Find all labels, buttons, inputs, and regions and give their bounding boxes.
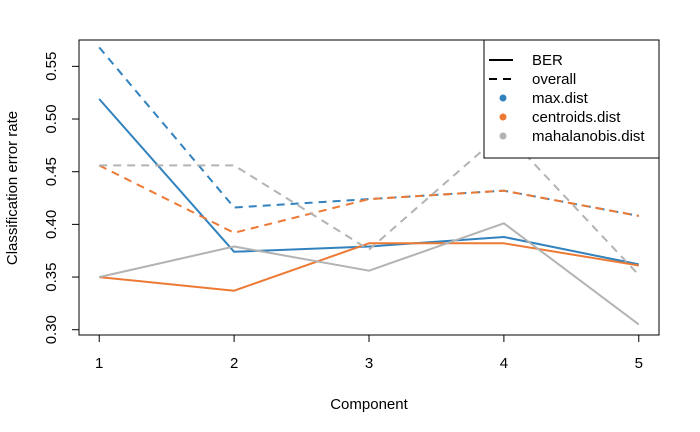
legend: BER overall max.dist centroids.dist mahalano… [483, 39, 660, 159]
x-axis: 1 2 3 4 5 [95, 334, 643, 372]
y-axis-title: Classification error rate [4, 111, 21, 265]
y-axis: 0.30 0.35 0.40 0.45 0.50 0.55 [43, 52, 80, 344]
series-line-max-dist-ber [98, 98, 639, 266]
x-tick-label: 5 [635, 355, 643, 372]
y-tick-label: 0.30 [43, 315, 60, 344]
series-line-max-dist-overall [98, 46, 639, 217]
series-line-centroids-dist-overall [98, 164, 639, 234]
series-line-mahalanobis-dist-overall [99, 130, 640, 276]
x-tick-label: 4 [500, 355, 508, 372]
series-layer [98, 46, 640, 326]
series-line-centroids-dist-ber [99, 242, 639, 292]
y-tick-label: 0.40 [43, 210, 60, 239]
x-axis-title: Component [330, 396, 408, 413]
x-tick-label: 3 [365, 355, 373, 372]
x-tick-label: 1 [95, 355, 103, 372]
legend-label-max-dist: max.dist [532, 90, 589, 107]
legend-key-centroids-dist [499, 113, 507, 121]
x-tick-label: 2 [230, 355, 238, 372]
y-tick-label: 0.35 [43, 262, 60, 291]
legend-label-centroids-dist: centroids.dist [532, 109, 621, 126]
legend-key-max-dist [499, 94, 507, 102]
legend-key-mahalanobis-dist [499, 132, 507, 140]
y-tick-label: 0.55 [43, 52, 60, 81]
legend-label-mahalanobis-dist: mahalanobis.dist [532, 128, 645, 145]
series-line-mahalanobis-dist-ber [98, 222, 640, 326]
y-tick-label: 0.50 [43, 104, 60, 133]
y-tick-label: 0.45 [43, 157, 60, 186]
legend-label-overall: overall [532, 71, 576, 88]
legend-label-ber: BER [532, 52, 563, 69]
legend-box [483, 39, 660, 159]
